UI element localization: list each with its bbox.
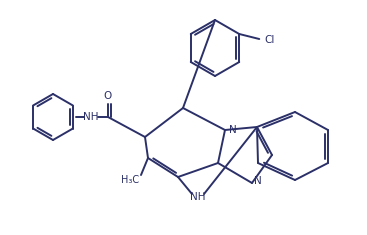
Text: NH: NH <box>83 112 99 122</box>
Text: O: O <box>104 91 112 101</box>
Text: Cl: Cl <box>264 35 275 45</box>
Text: H₃C: H₃C <box>121 175 139 185</box>
Text: NH: NH <box>190 192 206 202</box>
Text: N: N <box>254 176 262 186</box>
Text: N: N <box>229 125 237 135</box>
